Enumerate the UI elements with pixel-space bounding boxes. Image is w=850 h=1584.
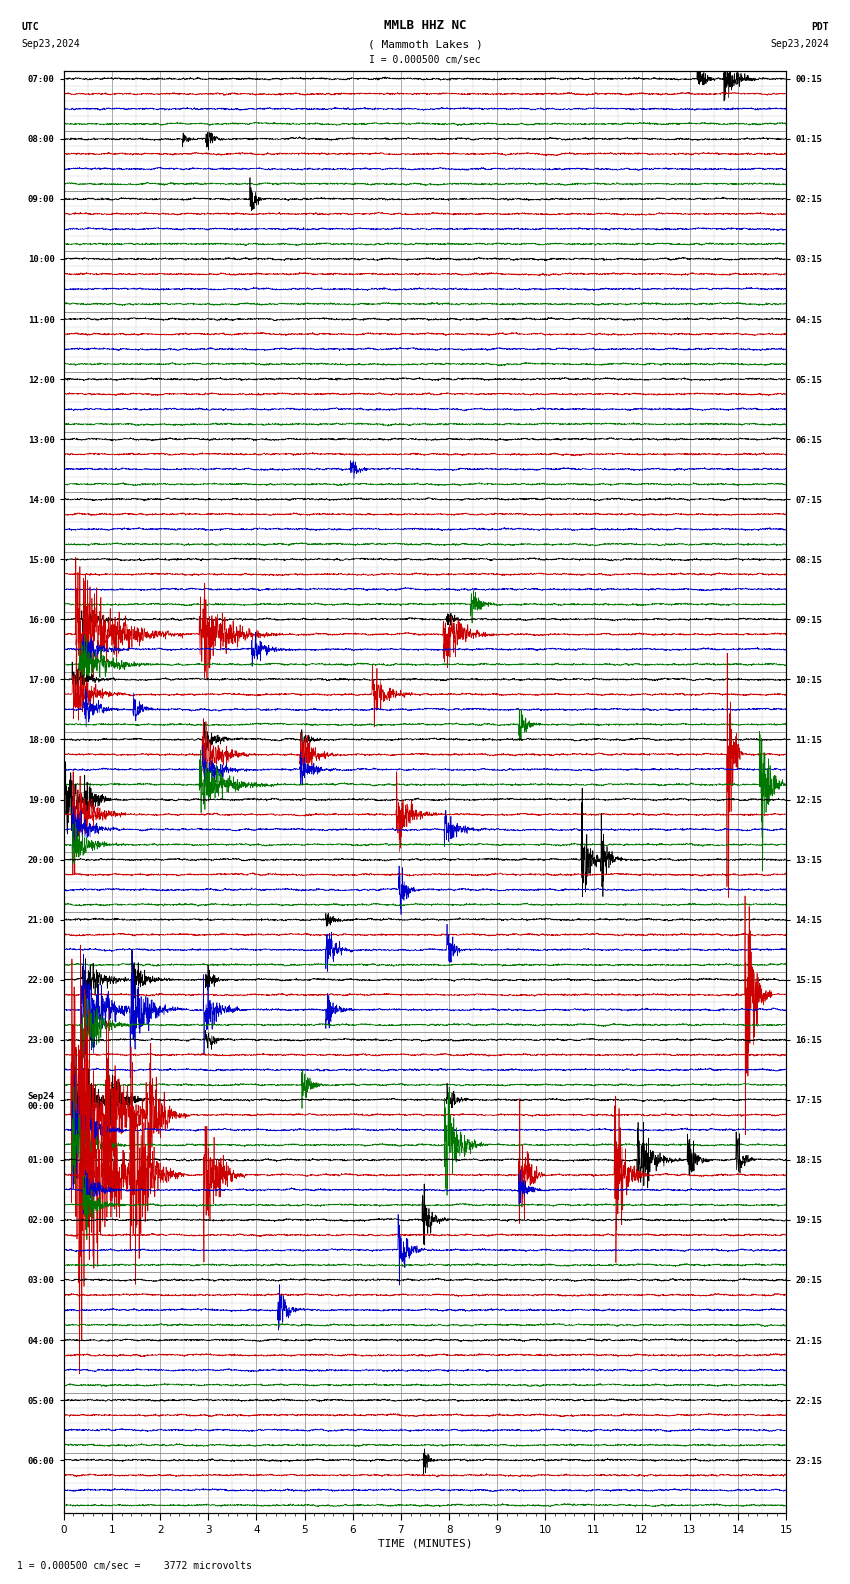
Text: Sep23,2024: Sep23,2024 (21, 40, 80, 49)
Text: 1 = 0.000500 cm/sec =    3772 microvolts: 1 = 0.000500 cm/sec = 3772 microvolts (17, 1562, 252, 1571)
Text: UTC: UTC (21, 22, 39, 32)
X-axis label: TIME (MINUTES): TIME (MINUTES) (377, 1538, 473, 1549)
Text: ( Mammoth Lakes ): ( Mammoth Lakes ) (367, 40, 483, 49)
Text: PDT: PDT (811, 22, 829, 32)
Text: MMLB HHZ NC: MMLB HHZ NC (383, 19, 467, 32)
Text: I = 0.000500 cm/sec: I = 0.000500 cm/sec (369, 55, 481, 65)
Text: Sep23,2024: Sep23,2024 (770, 40, 829, 49)
